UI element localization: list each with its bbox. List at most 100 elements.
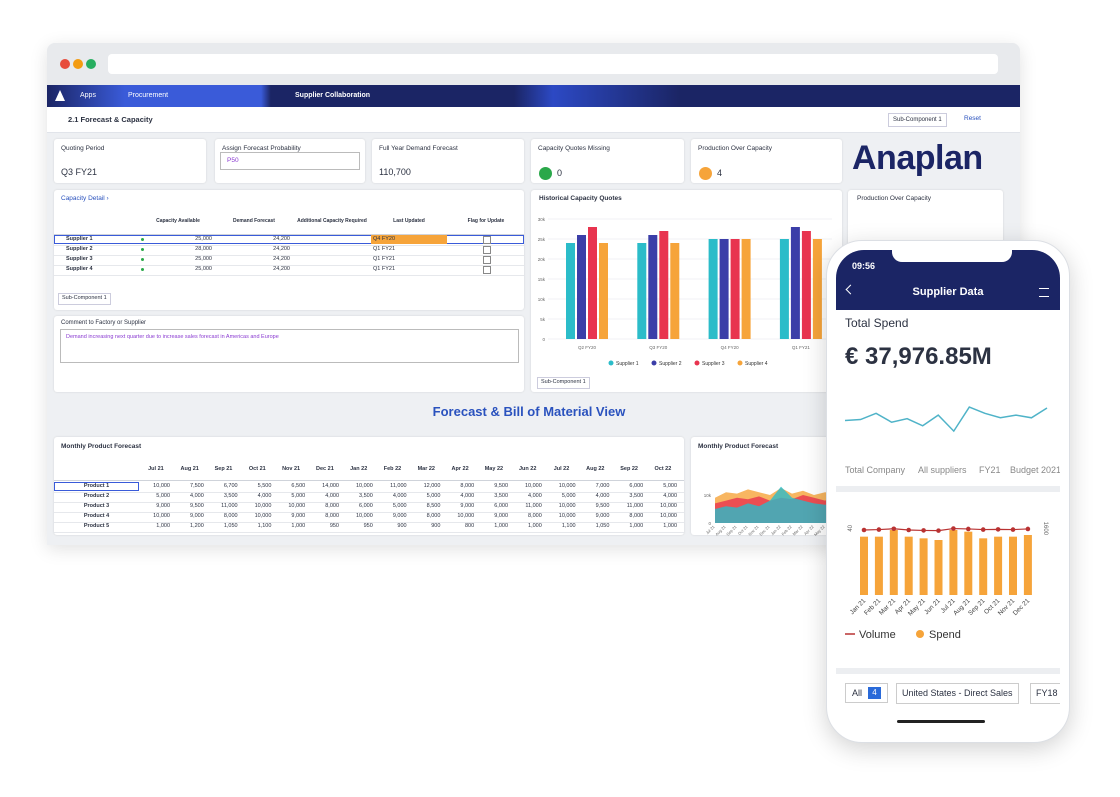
row-rule <box>54 265 524 266</box>
forecast-cell: 10,000 <box>558 503 576 509</box>
y2-tick-label: 1600 <box>1042 522 1048 536</box>
line-point <box>891 526 897 532</box>
capacity-cell: 28,000 <box>195 246 212 252</box>
area <box>715 486 836 523</box>
line-point <box>921 528 926 533</box>
table-rule <box>54 480 684 481</box>
status-dot <box>141 238 144 241</box>
line-point <box>1025 526 1031 532</box>
bar <box>708 239 718 339</box>
subcomponent-select[interactable]: Sub-Component 1 <box>58 293 111 305</box>
filter[interactable]: All suppliers <box>918 465 967 475</box>
comment-box[interactable] <box>60 329 519 363</box>
nav-procurement: Procurement <box>128 92 169 99</box>
forecast-cell: 1,100 <box>561 523 576 529</box>
probability-select <box>220 152 360 170</box>
status-dot <box>141 268 144 271</box>
forecast-cell: 1,000 <box>494 523 508 529</box>
line-point <box>966 526 971 532</box>
kpi-label: Assign Forecast Probability <box>222 145 301 152</box>
month-header: Oct 22 <box>654 466 672 472</box>
nav-bar <box>47 85 1020 107</box>
forecast-cell: 1,200 <box>190 523 204 529</box>
updated-cell: Q4 FY20 <box>373 236 396 242</box>
forecast-cell: 900 <box>397 523 407 529</box>
flag-checkbox[interactable] <box>483 246 491 254</box>
forecast-cell: 11,000 <box>390 483 407 489</box>
x-tick-label: Feb 22 <box>780 524 793 537</box>
forecast-cell: 10,000 <box>153 513 170 519</box>
line <box>863 527 1028 532</box>
row-rule <box>54 512 684 513</box>
demand-cell: 24,200 <box>273 266 290 272</box>
kpi-label: Capacity Quotes Missing <box>538 145 610 152</box>
forecast-cell: 9,500 <box>595 503 610 509</box>
filter[interactable]: Total Company <box>845 465 906 475</box>
flag-checkbox[interactable] <box>483 266 491 274</box>
column-header: Demand Forecast <box>233 218 275 224</box>
chip[interactable]: FY18 <box>1030 683 1060 704</box>
bar <box>949 530 958 595</box>
forecast-cell: 9,500 <box>494 483 508 489</box>
forecast-cell: 5,000 <box>426 493 441 499</box>
line-point <box>936 528 941 533</box>
url-bar[interactable] <box>108 54 998 74</box>
flag-checkbox[interactable] <box>483 236 491 244</box>
minimize-dot[interactable] <box>73 59 83 69</box>
demand-cell: 24,200 <box>273 236 290 242</box>
month-header: Nov 21 <box>282 466 301 472</box>
legend-label: Supplier 3 <box>702 361 725 367</box>
month-header: Jul 22 <box>553 466 570 472</box>
capacity-panel <box>54 190 524 310</box>
month-header: Sep 22 <box>620 466 638 472</box>
bar <box>719 239 729 339</box>
month-header: Mar 22 <box>417 466 435 472</box>
forecast-cell: 5,500 <box>257 483 272 489</box>
forecast-cell: 1,000 <box>156 523 170 529</box>
maximize-dot[interactable] <box>86 59 96 69</box>
legend-label: Supplier 1 <box>616 361 639 367</box>
line-point <box>995 527 1001 532</box>
flag-checkbox[interactable] <box>483 256 491 264</box>
forecast-cell: 10,000 <box>254 503 272 509</box>
forecast-cell: 5,000 <box>291 493 306 499</box>
phone-time: 09:56 <box>852 261 876 271</box>
filter[interactable]: FY21 <box>979 465 1001 475</box>
forecast-cell: 950 <box>363 523 373 529</box>
legend-label: Volume <box>859 629 896 641</box>
x-tick-label: Q3 FY20 <box>649 345 668 350</box>
forecast-cell: 10,000 <box>153 483 170 489</box>
capacity-cell: 25,000 <box>195 236 212 242</box>
home-indicator <box>897 720 985 723</box>
close-dot[interactable] <box>60 59 70 69</box>
bar <box>934 540 943 595</box>
updated-cell: Q1 FY21 <box>373 266 396 272</box>
phone-notch <box>892 250 1012 262</box>
forecast-cell: 5,000 <box>561 493 576 499</box>
logo-icon[interactable] <box>55 90 65 101</box>
filter[interactable]: Budget 2021 <box>1010 465 1060 475</box>
capacity-title[interactable]: Capacity Detail › <box>61 195 109 202</box>
menu-button[interactable] <box>1039 288 1049 297</box>
month-header: Apr 22 <box>451 466 469 472</box>
month-header: May 22 <box>484 466 504 472</box>
x-tick-label: May 21 <box>907 597 927 617</box>
forecast-cell: 12,000 <box>423 483 441 489</box>
x-tick-label: Jun 21 <box>923 597 942 616</box>
legend-swatch <box>737 360 743 366</box>
forecast-cell: 8,000 <box>223 513 238 519</box>
forecast-cell: 1,100 <box>257 523 272 529</box>
chip[interactable]: United States - Direct Sales <box>896 683 1019 704</box>
forecast-cell: 9,500 <box>190 503 204 509</box>
month-header: Jun 22 <box>518 466 537 472</box>
forecast-cell: 1,050 <box>595 523 610 529</box>
nav-apps: Apps <box>80 92 96 99</box>
reset-button[interactable]: Reset <box>964 115 981 122</box>
kpi-label: Production Over Capacity <box>698 145 773 152</box>
forecast-cell: 4,000 <box>392 493 407 499</box>
x-tick-label: Dec 21 <box>1012 597 1032 617</box>
subcomponent-select[interactable]: Sub-Component 1 <box>537 377 590 389</box>
bar <box>874 536 883 595</box>
legend-swatch <box>608 360 614 366</box>
